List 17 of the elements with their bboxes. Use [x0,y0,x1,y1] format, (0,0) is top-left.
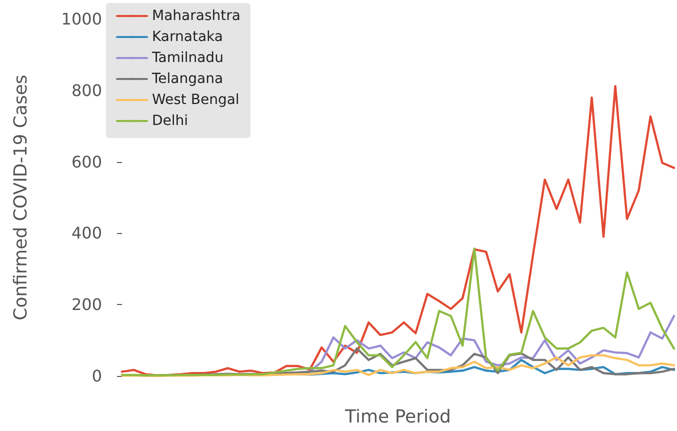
line-series [120,354,676,378]
y-axis-title: Confirmed COVID-19 Cases [10,74,32,320]
legend-label: West Bengal [152,92,240,108]
legend-label: Karnataka [152,29,223,45]
legend-label: Maharashtra [152,8,240,24]
y-tick-label: 0 [92,366,102,386]
x-axis-title: Time Period [344,406,451,428]
line-series [120,247,676,376]
y-tick-label: 800 [71,80,102,100]
line-series [120,85,676,376]
legend-label: Delhi [152,113,188,129]
y-tick-label: 600 [71,152,102,172]
y-tick-label: 200 [71,295,102,314]
y-tick-label: 1000 [61,10,102,28]
legend-label: Telangana [151,71,224,87]
y-tick-label: 400 [71,224,102,243]
legend-label: Tamilnadu [151,50,224,66]
